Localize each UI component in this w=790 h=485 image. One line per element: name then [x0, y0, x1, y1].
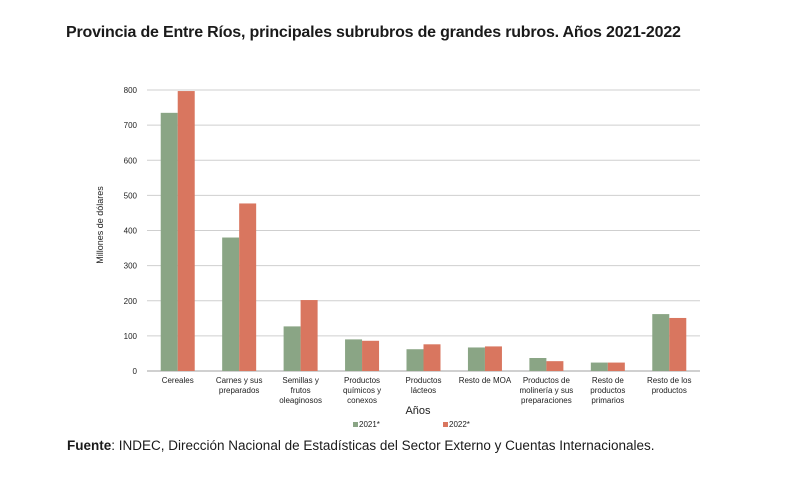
source-text: : INDEC, Dirección Nacional de Estadísti…: [111, 438, 655, 453]
bar-2021: [529, 358, 547, 371]
x-tick-labels: Cereales Carnes y sus preparados Semillas y…: [162, 376, 692, 405]
x-axis-label: Años: [405, 405, 431, 417]
x-tick-label: Resto de productos primarios: [590, 376, 625, 405]
bar-2022: [177, 91, 195, 372]
y-tick-label: 100: [124, 332, 138, 341]
bar-2021: [590, 362, 608, 371]
x-tick-label: Productos de molinería y sus preparaciones: [519, 376, 573, 405]
bars: [160, 91, 687, 372]
y-tick-label: 800: [124, 86, 138, 95]
bar-2022: [669, 317, 687, 371]
bar-2022: [239, 203, 257, 371]
source-label: Fuente: [67, 438, 112, 453]
bar-2021: [467, 347, 485, 371]
bar-2022: [300, 300, 318, 371]
y-tick-labels: 0 100 200 300 400 500 600 700 800: [124, 86, 138, 376]
x-tick-label: Productos químicos y conexos: [343, 376, 381, 405]
legend: 2021* 2022*: [353, 420, 470, 429]
legend-label: 2022*: [449, 420, 470, 429]
bar-2021: [406, 349, 424, 371]
x-tick-label: Cereales: [162, 376, 194, 385]
y-tick-label: 200: [124, 297, 138, 306]
bar-2021: [222, 237, 240, 371]
x-tick-label: Semillas y frutos oleaginosos: [279, 376, 322, 405]
y-tick-label: 300: [124, 262, 138, 271]
y-axis-label: Millones de dólares: [95, 186, 105, 264]
y-tick-label: 700: [124, 121, 138, 130]
bar-2021: [283, 326, 301, 371]
bar-2022: [607, 362, 625, 371]
x-tick-label: Carnes y sus preparados: [216, 376, 263, 395]
x-tick-label: Productos lácteos: [405, 376, 441, 395]
bar-chart: 0 100 200 300 400 500 600 700 800 Cereales Carnes…: [95, 86, 700, 429]
bar-2021: [652, 314, 670, 371]
chart-title: Provincia de Entre Ríos, principales sub…: [66, 24, 681, 41]
bar-2022: [362, 340, 380, 371]
legend-swatch: [353, 422, 358, 427]
source-note: Fuente: INDEC, Dirección Nacional de Est…: [67, 438, 655, 453]
bar-2022: [423, 344, 441, 371]
bar-2022: [546, 361, 564, 371]
y-tick-label: 500: [124, 191, 138, 200]
y-tick-label: 0: [133, 367, 138, 376]
x-tick-label: Resto de los productos: [647, 376, 691, 395]
legend-swatch: [443, 422, 448, 427]
y-tick-label: 600: [124, 156, 138, 165]
legend-label: 2021*: [359, 420, 380, 429]
bar-2021: [345, 339, 363, 371]
bar-2021: [160, 112, 178, 372]
bar-2022: [484, 346, 502, 371]
y-tick-label: 400: [124, 227, 138, 236]
x-tick-label: Resto de MOA: [459, 376, 512, 385]
